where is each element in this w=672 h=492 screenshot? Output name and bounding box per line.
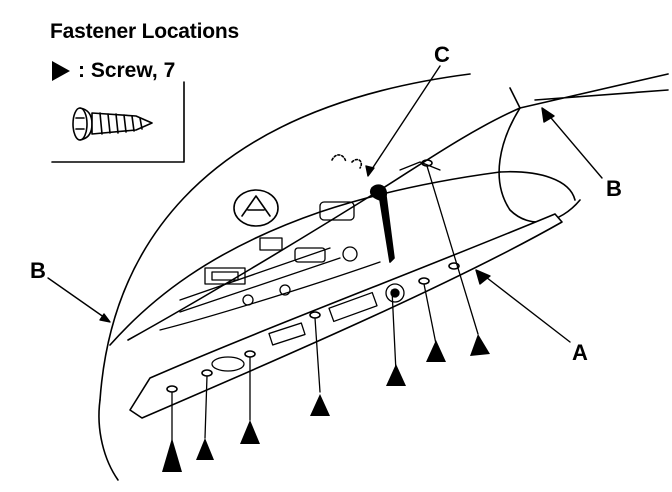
legend-box-frame [51, 81, 185, 163]
callout-leaders [47, 65, 603, 343]
lid-side-rim [499, 170, 576, 201]
callout-c: C [434, 42, 450, 67]
screw-marker-icon [310, 394, 330, 416]
triangle-marker-icon [52, 61, 70, 81]
screw-markers [162, 334, 490, 472]
garnish-panel-a [129, 213, 563, 419]
legend-item: : Screw, 7 [50, 58, 175, 84]
handle-c [369, 184, 395, 263]
leader-lines [171, 165, 479, 441]
emblem-icon [233, 189, 279, 227]
trunk-lid-ridge [127, 107, 521, 341]
screw-marker-icon [470, 334, 490, 356]
callout-b-right: B [606, 176, 622, 201]
screw-marker-icon [386, 364, 406, 386]
trunk-opening-edge [509, 73, 669, 109]
legend-title: Fastener Locations [50, 20, 239, 43]
screw-marker-icon [162, 438, 182, 472]
screw-marker-icon [426, 340, 446, 362]
garnish-detail [211, 283, 405, 372]
trunk-lid-top-edge [99, 73, 471, 401]
screw-marker-icon [240, 420, 260, 444]
legend-item-label: : Screw, 7 [78, 59, 176, 82]
screw-marker-icon [196, 438, 214, 460]
screw-icon [72, 107, 153, 141]
lid-interior-detail [159, 161, 441, 331]
lid-side-contour [498, 107, 581, 223]
trunk-lid-left-lower [98, 399, 119, 481]
hidden-clip-c [331, 154, 363, 169]
callout-b-left: B [30, 258, 46, 283]
callout-a: A [572, 340, 588, 365]
